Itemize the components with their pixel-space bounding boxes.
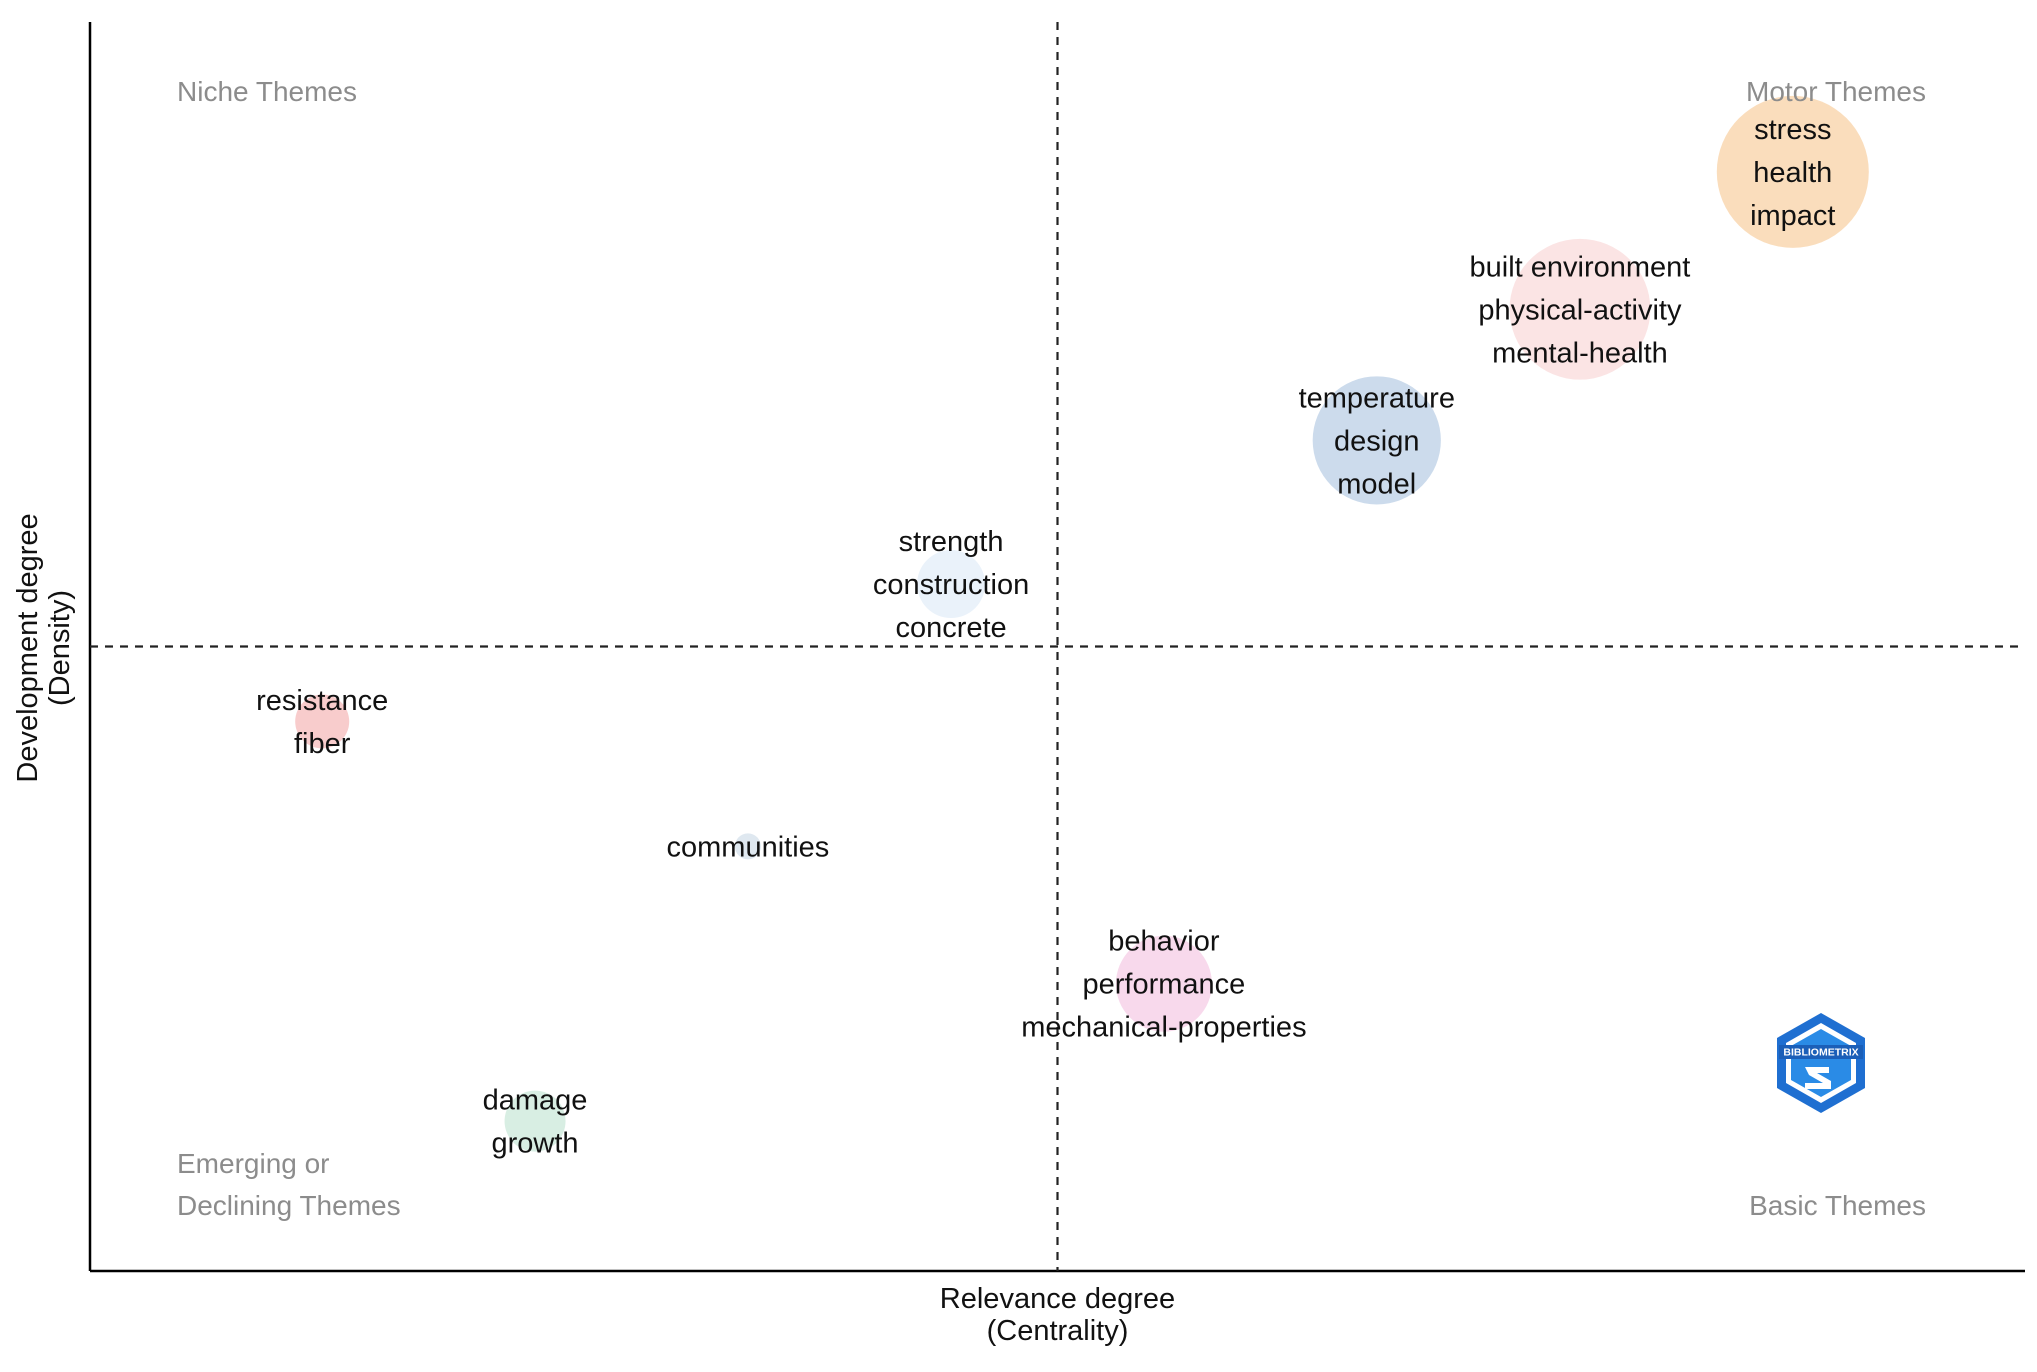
cluster-label-2-2: model [1337,468,1416,500]
cluster-label-4-0: resistance [256,685,388,717]
quadrant-label-emerging-1: Declining Themes [177,1190,401,1221]
cluster-bubble-3 [917,550,986,619]
cluster-label-5-0: communities [667,831,830,863]
cluster-labels-layer: stress health impact built environment physi… [256,114,1835,1160]
cluster-label-3-0: strength [899,526,1004,558]
cluster-label-1-2: mental-health [1492,337,1668,369]
x-axis-title-0: Relevance degree [940,1283,1175,1315]
bibliometrix-logo: BIBLIOMETRIX [1777,1013,1865,1113]
bubbles-layer [295,95,1869,1152]
quadrant-label-emerging-0: Emerging or [177,1148,330,1179]
cluster-label-0-2: impact [1750,200,1835,232]
cluster-label-2-0: temperature [1299,382,1455,414]
cluster-bubble-5 [734,833,761,860]
cluster-label-1-1: physical-activity [1478,294,1682,326]
cluster-label-1-0: built environment [1470,251,1691,283]
cluster-bubble-2 [1312,376,1441,505]
cluster-label-3-1: construction [873,569,1029,601]
cluster-bubble-6 [1115,935,1212,1032]
logo-glyph [1805,1067,1831,1089]
cluster-bubble-1 [1509,238,1651,380]
cluster-label-6-0: behavior [1108,926,1220,958]
cluster-label-6-1: performance [1083,969,1246,1001]
x-axis-title-1: (Centrality) [987,1315,1129,1347]
quadrant-label-basic-0: Basic Themes [1749,1190,1926,1221]
cluster-label-3-2: concrete [895,612,1006,644]
logo-text: BIBLIOMETRIX [1783,1047,1858,1059]
quadrant-label-niche-0: Niche Themes [177,76,357,107]
y-axis-title-0: Development degree [12,513,44,782]
quadrant-labels-layer: Niche Themes Motor Themes Emerging or Decli… [177,76,1926,1221]
cluster-label-6-2: mechanical-properties [1021,1012,1306,1044]
cluster-label-7-0: damage [483,1085,588,1117]
cluster-label-7-1: growth [492,1128,579,1160]
cluster-label-2-1: design [1334,425,1419,457]
quadrant-label-motor-0: Motor Themes [1746,76,1926,107]
cluster-label-0-1: health [1753,157,1832,189]
y-axis-title-1: (Density) [44,590,76,706]
axis-titles-layer: Relevance degree(Centrality) Development … [12,513,1175,1347]
cluster-bubble-0 [1716,95,1869,248]
cluster-bubble-4 [295,694,350,749]
logo-banner [1779,1045,1863,1059]
cluster-label-0-0: stress [1754,114,1831,146]
cluster-label-4-1: fiber [294,728,351,760]
cluster-bubble-7 [504,1090,566,1152]
